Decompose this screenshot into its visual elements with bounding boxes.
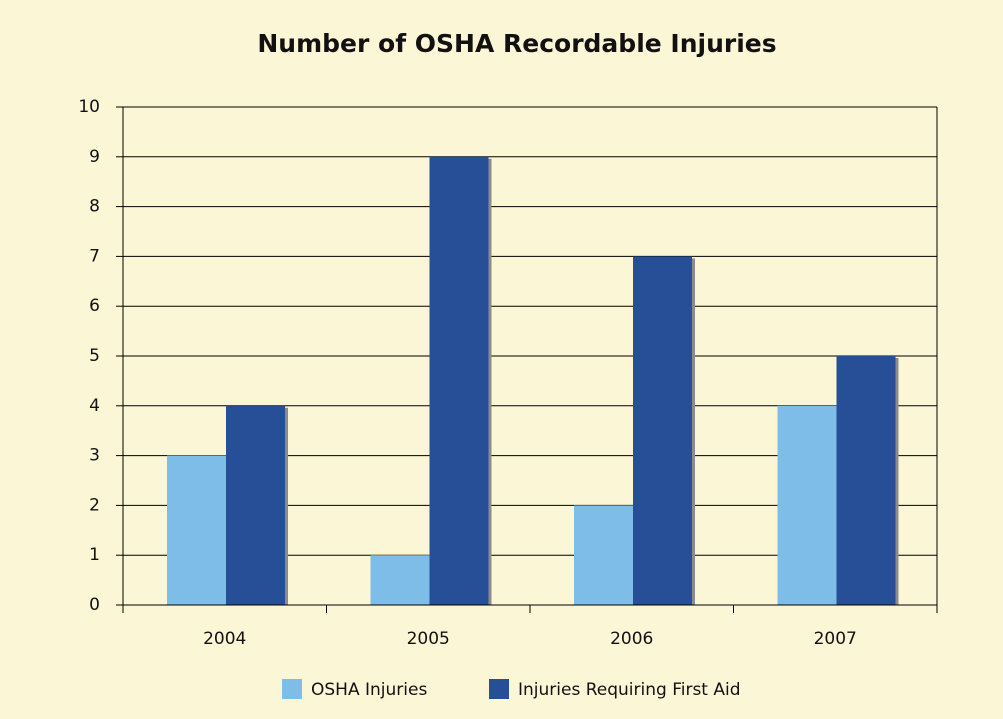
- y-tick-label: 9: [89, 147, 100, 167]
- legend-label: Injuries Requiring First Aid: [518, 680, 741, 700]
- chart-title: Number of OSHA Recordable Injuries: [257, 29, 776, 58]
- y-tick-label: 1: [89, 545, 100, 565]
- bar: [226, 405, 285, 605]
- y-tick-label: 6: [89, 296, 100, 316]
- bar: [370, 555, 430, 605]
- x-tick-label: 2004: [203, 629, 246, 649]
- x-tick-label: 2006: [610, 629, 653, 649]
- legend-label: OSHA Injuries: [311, 680, 427, 700]
- bar: [777, 405, 837, 605]
- bar-shadow: [488, 158, 492, 606]
- bar: [574, 505, 633, 605]
- legend-swatch: [282, 679, 302, 699]
- bar-shadow: [895, 358, 899, 605]
- y-tick-label: 4: [89, 396, 100, 416]
- y-tick-label: 7: [89, 246, 100, 266]
- y-tick-label: 10: [78, 97, 100, 117]
- bar: [167, 455, 226, 605]
- bar: [836, 356, 896, 605]
- y-tick-label: 3: [89, 446, 100, 466]
- y-tick-label: 0: [89, 595, 100, 615]
- bar: [633, 256, 692, 605]
- x-tick-label: 2007: [814, 629, 857, 649]
- x-tick-label: 2005: [407, 629, 450, 649]
- y-tick-label: 8: [89, 197, 100, 217]
- bar: [429, 156, 489, 606]
- bar-shadow: [692, 258, 695, 605]
- y-tick-label: 5: [89, 346, 100, 366]
- legend-swatch: [489, 679, 509, 699]
- bar-shadow: [285, 407, 288, 605]
- y-tick-label: 2: [89, 495, 100, 515]
